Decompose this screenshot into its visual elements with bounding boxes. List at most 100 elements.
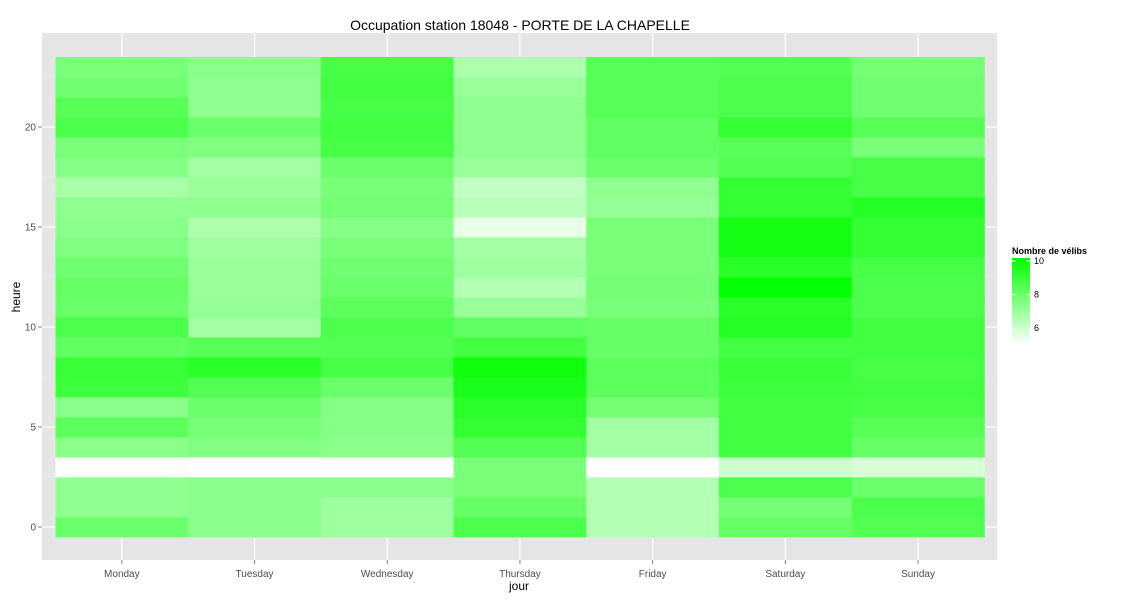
heatmap-tile xyxy=(851,297,985,318)
heatmap-tile xyxy=(453,117,587,138)
heatmap-tile xyxy=(320,317,454,338)
heatmap-tile xyxy=(719,257,853,278)
legend-tick-label: 6 xyxy=(1034,323,1039,333)
heatmap-tile xyxy=(851,497,985,518)
heatmap-tile xyxy=(453,397,587,418)
heatmap-tile xyxy=(55,197,189,218)
heatmap-tile xyxy=(55,137,189,158)
heatmap-tile xyxy=(55,117,189,138)
heatmap-tile xyxy=(719,277,853,298)
x-tick-label: Sunday xyxy=(901,569,935,580)
heatmap-tile xyxy=(320,457,454,478)
heatmap-tile xyxy=(188,357,322,378)
heatmap-tile xyxy=(851,177,985,198)
heatmap-tile xyxy=(719,397,853,418)
heatmap-tile xyxy=(188,437,322,458)
heatmap-tile xyxy=(55,377,189,398)
heatmap-tile xyxy=(320,177,454,198)
heatmap-tile xyxy=(719,77,853,98)
heatmap-tile xyxy=(188,497,322,518)
y-tick-label: 5 xyxy=(30,423,36,434)
heatmap-tile xyxy=(851,277,985,298)
heatmap-tile xyxy=(320,497,454,518)
heatmap-tile xyxy=(55,277,189,298)
heatmap-tile xyxy=(851,517,985,538)
heatmap-tile xyxy=(586,417,720,438)
x-tick-label: Saturday xyxy=(765,569,805,580)
heatmap-tile xyxy=(586,137,720,158)
y-tick-label: 20 xyxy=(25,123,37,134)
heatmap-tile xyxy=(851,137,985,158)
heatmap-tile xyxy=(586,317,720,338)
heatmap-tile xyxy=(55,237,189,258)
heatmap-tile xyxy=(851,217,985,238)
heatmap-tile xyxy=(586,257,720,278)
heatmap-tile xyxy=(586,197,720,218)
heatmap-tile xyxy=(188,317,322,338)
heatmap-tile xyxy=(586,57,720,78)
x-axis-title: jour xyxy=(508,579,529,593)
heatmap-tile xyxy=(851,57,985,78)
heatmap-tile xyxy=(851,337,985,358)
heatmap-tile xyxy=(188,397,322,418)
x-tick-label: Monday xyxy=(104,569,140,580)
heatmap-tile xyxy=(851,357,985,378)
heatmap-tile xyxy=(188,417,322,438)
heatmap-tile xyxy=(320,277,454,298)
heatmap-tile xyxy=(188,197,322,218)
y-axis: 0 5 10 15 20 xyxy=(25,123,42,534)
heatmap-tile xyxy=(719,157,853,178)
heatmap-tile xyxy=(851,197,985,218)
heatmap-tile xyxy=(55,57,189,78)
heatmap-tile xyxy=(320,77,454,98)
heatmap-tile xyxy=(453,377,587,398)
heatmap-tile xyxy=(320,517,454,538)
heatmap-tile xyxy=(320,437,454,458)
heatmap-tile xyxy=(55,357,189,378)
heatmap-tile xyxy=(320,197,454,218)
heatmap-tile xyxy=(453,457,587,478)
heatmap-tile xyxy=(55,97,189,118)
heatmap-tile xyxy=(453,277,587,298)
heatmap-tile xyxy=(320,357,454,378)
heatmap-tile xyxy=(586,477,720,498)
heatmap-tile xyxy=(320,377,454,398)
legend-color-bar xyxy=(1012,258,1030,345)
y-tick-label: 10 xyxy=(25,323,37,334)
heatmap-tile xyxy=(453,97,587,118)
heatmap-tile xyxy=(851,397,985,418)
heatmap-tile xyxy=(188,517,322,538)
heatmap-tile xyxy=(188,477,322,498)
heatmap-tile xyxy=(188,57,322,78)
heatmap-tile xyxy=(851,157,985,178)
heatmap-tile xyxy=(719,497,853,518)
heatmap-tile xyxy=(55,497,189,518)
heatmap-tile xyxy=(851,257,985,278)
legend-tick-label: 10 xyxy=(1034,256,1044,266)
heatmap-tile xyxy=(453,137,587,158)
heatmap-tile xyxy=(719,517,853,538)
heatmap-tile xyxy=(851,77,985,98)
heatmap-tile xyxy=(55,417,189,438)
heatmap-tile xyxy=(586,117,720,138)
heatmap-tile xyxy=(719,237,853,258)
heatmap-tile xyxy=(719,317,853,338)
heatmap-tile xyxy=(453,77,587,98)
heatmap-tile xyxy=(188,377,322,398)
heatmap-tile xyxy=(320,237,454,258)
heatmap-tile xyxy=(586,277,720,298)
heatmap-tile xyxy=(719,217,853,238)
heatmap-tile xyxy=(188,137,322,158)
heatmap-tile xyxy=(851,477,985,498)
chart-title: Occupation station 18048 - PORTE DE LA C… xyxy=(350,17,690,33)
heatmap-tile xyxy=(586,297,720,318)
heatmap-tile xyxy=(453,357,587,378)
heatmap-tile xyxy=(188,77,322,98)
heatmap-tile xyxy=(719,477,853,498)
heatmap-tile xyxy=(719,417,853,438)
heatmap-tile xyxy=(55,77,189,98)
heatmap-tile xyxy=(188,457,322,478)
heatmap-tile xyxy=(719,137,853,158)
heatmap-tile xyxy=(453,197,587,218)
